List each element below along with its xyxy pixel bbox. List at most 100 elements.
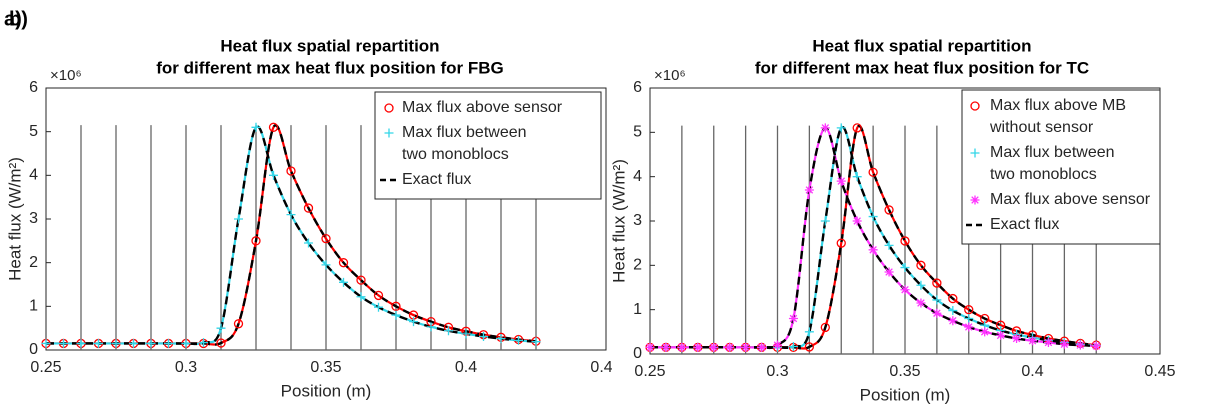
marker bbox=[339, 277, 348, 287]
legend-marker bbox=[970, 148, 980, 158]
marker bbox=[374, 302, 383, 312]
marker bbox=[303, 203, 314, 213]
y-tick-label: 3 bbox=[633, 212, 642, 229]
marker bbox=[216, 338, 226, 348]
marker bbox=[836, 123, 846, 133]
marker bbox=[788, 341, 798, 351]
marker bbox=[964, 322, 974, 332]
marker bbox=[59, 338, 68, 348]
y-tick-label: 4 bbox=[29, 167, 38, 184]
marker bbox=[233, 319, 244, 329]
marker bbox=[286, 210, 296, 220]
marker bbox=[677, 342, 687, 352]
legend-marker bbox=[384, 128, 394, 138]
marker bbox=[964, 314, 974, 324]
marker bbox=[725, 342, 735, 352]
marker bbox=[356, 275, 366, 285]
marker bbox=[251, 236, 261, 246]
legend-label: Max flux between two monoblocs bbox=[990, 144, 1115, 183]
x-tick-label: 0.45 bbox=[590, 359, 621, 376]
marker bbox=[932, 295, 942, 305]
marker bbox=[820, 322, 830, 333]
marker bbox=[852, 172, 862, 182]
marker bbox=[146, 338, 156, 348]
marker bbox=[820, 216, 830, 226]
y-exponent: ×10⁶ bbox=[50, 67, 82, 84]
legend bbox=[961, 89, 1161, 245]
y-axis-label: Heat flux (W/m²) bbox=[609, 159, 628, 283]
x-axis-label: Position (m) bbox=[860, 385, 951, 404]
marker bbox=[1028, 336, 1037, 346]
y-tick-label: 0 bbox=[29, 341, 38, 358]
marker bbox=[884, 240, 894, 250]
chart-title: for different max heat flux position for… bbox=[156, 58, 504, 77]
y-tick-label: 3 bbox=[29, 210, 38, 227]
marker bbox=[709, 342, 719, 352]
panel-label: b) bbox=[9, 8, 28, 30]
marker bbox=[932, 278, 942, 288]
x-tick-label: 0.3 bbox=[175, 359, 197, 376]
y-tick-label: 1 bbox=[29, 298, 38, 315]
marker bbox=[868, 167, 878, 177]
y-tick-label: 2 bbox=[633, 257, 642, 274]
marker bbox=[900, 263, 910, 273]
marker bbox=[426, 322, 436, 332]
marker bbox=[286, 166, 296, 176]
marker bbox=[268, 122, 279, 132]
marker bbox=[76, 338, 86, 348]
marker bbox=[373, 290, 384, 301]
y-tick-label: 6 bbox=[633, 79, 642, 96]
marker bbox=[1043, 337, 1053, 347]
marker bbox=[916, 260, 926, 270]
marker bbox=[836, 238, 846, 248]
marker bbox=[304, 238, 313, 248]
legend-label: Max flux above sensor bbox=[990, 191, 1151, 208]
marker bbox=[321, 233, 331, 244]
marker bbox=[645, 342, 655, 352]
marker bbox=[852, 216, 862, 226]
legend-label: Max flux between two monoblocs bbox=[402, 124, 527, 163]
marker bbox=[964, 305, 974, 315]
marker bbox=[1059, 339, 1069, 349]
marker bbox=[693, 342, 703, 352]
x-axis-label: Position (m) bbox=[281, 381, 372, 400]
legend-marker bbox=[970, 195, 980, 205]
marker bbox=[129, 338, 138, 348]
panel-label: a) bbox=[4, 8, 22, 30]
marker bbox=[94, 338, 103, 348]
marker bbox=[321, 260, 331, 270]
y-tick-label: 0 bbox=[633, 345, 642, 362]
marker bbox=[181, 338, 191, 348]
marker bbox=[773, 340, 782, 350]
marker bbox=[932, 308, 942, 318]
marker bbox=[479, 331, 488, 341]
x-tick-label: 0.4 bbox=[1021, 363, 1043, 380]
marker bbox=[41, 338, 51, 348]
marker bbox=[164, 338, 173, 348]
marker bbox=[444, 326, 453, 336]
marker bbox=[269, 170, 278, 180]
marker bbox=[356, 292, 366, 302]
y-exponent: ×10⁶ bbox=[654, 67, 686, 84]
legend-label: Max flux above MB without sensor bbox=[989, 97, 1126, 136]
legend bbox=[374, 91, 602, 200]
marker bbox=[804, 342, 815, 352]
marker bbox=[199, 338, 208, 348]
marker bbox=[338, 258, 349, 268]
y-axis-label: Heat flux (W/m²) bbox=[5, 157, 24, 281]
marker bbox=[1075, 340, 1085, 350]
marker bbox=[948, 293, 958, 304]
exact-flux-line bbox=[650, 124, 1097, 350]
marker bbox=[980, 327, 990, 337]
x-tick-label: 0.35 bbox=[310, 359, 341, 376]
x-tick-label: 0.25 bbox=[30, 359, 61, 376]
y-tick-label: 4 bbox=[633, 168, 642, 185]
marker bbox=[996, 330, 1006, 340]
x-tick-label: 0.4 bbox=[455, 359, 477, 376]
marker bbox=[900, 285, 910, 295]
marker bbox=[948, 316, 958, 326]
marker bbox=[916, 298, 926, 308]
marker bbox=[216, 323, 226, 333]
marker bbox=[531, 337, 541, 347]
